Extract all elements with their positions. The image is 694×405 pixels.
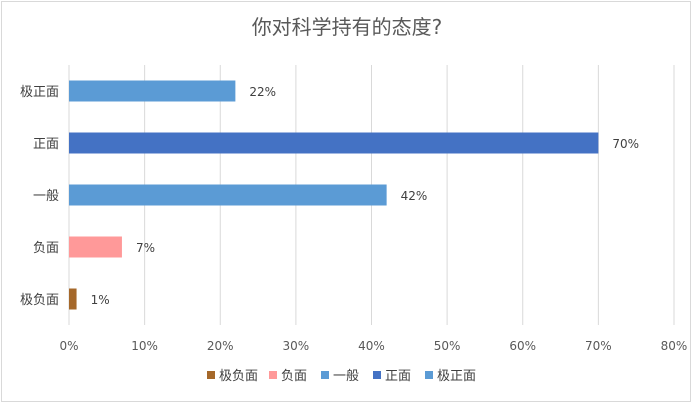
legend-swatch	[269, 371, 277, 379]
chart-title: 你对科学持有的态度?	[252, 15, 443, 39]
bar-2	[69, 184, 387, 206]
x-tick-label: 30%	[283, 339, 310, 353]
data-label: 42%	[401, 189, 428, 203]
bar-0	[69, 80, 236, 102]
x-tick-label: 0%	[59, 339, 78, 353]
legend-label: 一般	[333, 368, 359, 384]
x-tick-label: 60%	[509, 339, 536, 353]
legend-swatch	[321, 371, 329, 379]
legend-swatch	[207, 371, 215, 379]
category-label: 极正面	[20, 85, 59, 100]
bar-4	[69, 288, 77, 310]
value-axis: 0% 10% 20% 30% 40% 50% 60% 70% 80%	[59, 339, 687, 353]
data-label: 1%	[91, 293, 110, 307]
data-label: 7%	[136, 241, 155, 255]
x-tick-label: 40%	[358, 339, 385, 353]
data-label: 70%	[612, 137, 639, 151]
legend-swatch	[425, 371, 433, 379]
bar-3	[69, 236, 122, 258]
data-labels: 22% 70% 42% 7% 1%	[91, 85, 639, 307]
x-tick-label: 80%	[661, 339, 688, 353]
legend-label: 正面	[385, 369, 411, 384]
x-tick-label: 20%	[207, 339, 234, 353]
category-label: 一般	[33, 188, 59, 204]
category-label: 正面	[33, 137, 59, 152]
legend: 极负面 负面 一般 正面 极正面	[207, 368, 476, 384]
x-tick-label: 70%	[585, 339, 612, 353]
gridlines	[68, 65, 675, 325]
category-label: 极负面	[20, 293, 59, 308]
x-tick-label: 50%	[434, 339, 461, 353]
legend-swatch	[373, 371, 381, 379]
legend-label: 负面	[281, 369, 307, 384]
legend-label: 极负面	[219, 369, 258, 384]
legend-label: 极正面	[437, 369, 476, 384]
data-label: 22%	[249, 85, 276, 99]
bar-1	[69, 132, 599, 154]
x-tick-label: 10%	[131, 339, 158, 353]
bars	[69, 80, 599, 310]
category-label: 负面	[33, 241, 59, 256]
